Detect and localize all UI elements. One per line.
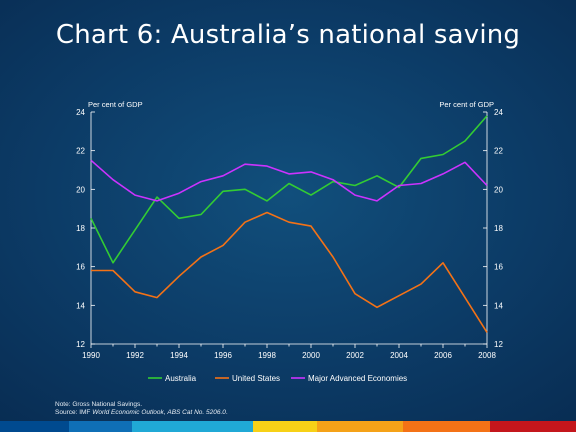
right-y-tick-label: 16	[494, 263, 503, 272]
strip-segment	[69, 421, 133, 432]
right-y-tick-label: 18	[494, 224, 503, 233]
left-axis-unit-label: Per cent of GDP	[88, 100, 143, 109]
x-tick-label: 2004	[390, 351, 408, 360]
right-y-tick-label: 22	[494, 147, 503, 156]
left-y-tick-label: 24	[76, 108, 85, 117]
left-y-tick-label: 16	[76, 263, 85, 272]
series-line-united-states	[91, 211, 488, 333]
legend-label: Major Advanced Economies	[308, 374, 407, 383]
note-line: Note: Gross National Savings.	[55, 401, 143, 408]
left-y-tick-label: 22	[76, 147, 85, 156]
x-tick-label: 1998	[258, 351, 276, 360]
right-y-tick-label: 12	[494, 340, 503, 349]
source-text: Source: IMF World Economic Outlook, ABS …	[55, 409, 228, 417]
x-tick-label: 2006	[434, 351, 452, 360]
x-tick-label: 2002	[346, 351, 364, 360]
series-line-major-advanced-economies	[90, 159, 488, 202]
x-tick-label: 1990	[82, 351, 100, 360]
strip-segment	[316, 421, 404, 432]
strip-segment	[489, 421, 576, 432]
source-abs: ABS Cat No. 5206.0	[167, 409, 226, 416]
x-tick-label: 1992	[126, 351, 144, 360]
right-axis-unit-label: Per cent of GDP	[439, 100, 494, 109]
right-y-tick-label: 24	[494, 108, 503, 117]
x-tick-label: 2000	[302, 351, 320, 360]
left-y-tick-label: 20	[76, 185, 85, 194]
strip-segment	[253, 421, 317, 432]
decorative-color-strip	[0, 421, 576, 432]
series-line-australia	[90, 115, 488, 264]
slide-title: Chart 6: Australia’s national saving	[55, 20, 521, 50]
legend-label: United States	[232, 374, 280, 383]
x-tick-label: 1996	[214, 351, 232, 360]
left-y-tick-label: 12	[76, 340, 85, 349]
right-y-tick-label: 14	[494, 301, 503, 310]
source-weo: World Economic Outlook	[92, 409, 164, 416]
strip-segment	[132, 421, 254, 432]
chart-axes: 12 12 14 14 16 16 18 18 20 20 22 22 24 24 1990 1992 1994…	[76, 108, 503, 360]
left-y-tick-label: 14	[76, 301, 85, 310]
note-text: Note: Gross National Savings.	[55, 401, 142, 409]
strip-segment	[403, 421, 490, 432]
legend-label: Australia	[165, 374, 197, 383]
chart-legend: Australia United States Major Advanced Eco…	[148, 374, 407, 383]
source-mid: ,	[163, 409, 168, 416]
source-suffix: .	[225, 409, 228, 416]
left-y-tick-label: 18	[76, 224, 85, 233]
strip-segment	[0, 421, 70, 432]
series-lines	[90, 115, 488, 333]
right-y-tick-label: 20	[494, 185, 503, 194]
x-tick-label: 1994	[170, 351, 188, 360]
x-tick-label: 2008	[478, 351, 496, 360]
source-prefix: Source: IMF	[55, 409, 93, 416]
